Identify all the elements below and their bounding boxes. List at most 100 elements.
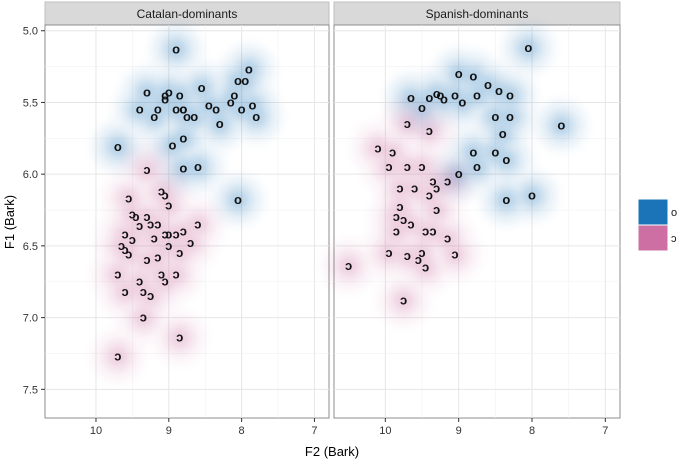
point-open-o: ɔ xyxy=(396,181,403,196)
x-tick-label: 7 xyxy=(311,425,317,437)
density-blob xyxy=(428,202,445,219)
y-tick-label: 7.0 xyxy=(23,313,38,325)
density-blob xyxy=(417,259,434,276)
density-blob xyxy=(193,80,210,97)
density-blob xyxy=(135,309,152,326)
point-open-o: ɔ xyxy=(143,252,150,267)
point-o: o xyxy=(473,159,481,174)
point-open-o: ɔ xyxy=(162,274,169,289)
point-open-o: ɔ xyxy=(426,188,433,203)
point-o: o xyxy=(212,102,220,117)
point-open-o: ɔ xyxy=(140,310,147,325)
point-open-o: ɔ xyxy=(162,188,169,203)
point-o: o xyxy=(425,90,433,105)
density-blob xyxy=(168,266,185,283)
point-open-o: ɔ xyxy=(385,245,392,260)
x-tick-label: 8 xyxy=(239,425,245,437)
density-blob xyxy=(240,61,257,78)
point-o: o xyxy=(440,92,448,107)
point-open-o: ɔ xyxy=(162,226,169,241)
density-blob xyxy=(131,101,148,118)
density-blob xyxy=(138,84,155,101)
density-blob xyxy=(182,235,199,252)
point-o: o xyxy=(143,84,151,99)
point-open-o: ɔ xyxy=(345,258,352,273)
point-open-o: ɔ xyxy=(404,248,411,263)
x-tick-label: 7 xyxy=(602,425,608,437)
point-open-o: ɔ xyxy=(422,224,429,239)
point-open-o: ɔ xyxy=(121,226,128,241)
point-open-o: ɔ xyxy=(180,224,187,239)
point-o: o xyxy=(136,102,144,117)
point-open-o: ɔ xyxy=(444,173,451,188)
density-blob xyxy=(381,158,397,175)
point-open-o: ɔ xyxy=(143,209,150,224)
density-blob xyxy=(447,246,463,263)
point-open-o: ɔ xyxy=(129,232,136,247)
density-blob xyxy=(421,123,438,140)
point-open-o: ɔ xyxy=(165,198,172,213)
point-open-o: ɔ xyxy=(114,348,121,363)
density-blob xyxy=(502,87,518,104)
point-o: o xyxy=(168,137,176,152)
point-open-o: ɔ xyxy=(429,224,436,239)
point-open-o: ɔ xyxy=(374,140,381,155)
point-open-o: ɔ xyxy=(125,191,132,206)
density-blob xyxy=(149,249,166,266)
panel-1-title: Catalan-dominants xyxy=(137,7,238,21)
point-open-o: ɔ xyxy=(172,226,179,241)
point-o: o xyxy=(205,97,213,112)
density-blob xyxy=(109,348,126,365)
point-o: o xyxy=(161,87,169,102)
point-open-o: ɔ xyxy=(396,199,403,214)
point-o: o xyxy=(179,102,187,117)
density-blob xyxy=(164,137,181,154)
density-blob xyxy=(469,87,485,104)
point-open-o: ɔ xyxy=(125,246,132,261)
point-open-o: ɔ xyxy=(143,162,150,177)
point-o: o xyxy=(241,73,249,88)
point-open-o: ɔ xyxy=(194,216,201,231)
density-blob xyxy=(388,223,405,240)
point-open-o: ɔ xyxy=(393,209,400,224)
point-o: o xyxy=(484,77,492,92)
legend-label-open-o: ɔ xyxy=(671,233,677,245)
point-o: o xyxy=(179,102,187,117)
point-o: o xyxy=(433,86,441,101)
point-o: o xyxy=(198,80,206,95)
point-open-o: ɔ xyxy=(147,216,154,231)
point-open-o: ɔ xyxy=(132,209,139,224)
point-open-o: ɔ xyxy=(121,242,128,257)
point-o: o xyxy=(216,116,224,131)
density-blob xyxy=(117,283,134,300)
point-open-o: ɔ xyxy=(158,267,165,282)
y-tick-label: 6.0 xyxy=(23,169,38,181)
density-blob xyxy=(450,65,467,82)
point-o: o xyxy=(418,100,426,115)
point-o: o xyxy=(495,83,503,98)
density-blob xyxy=(399,115,416,132)
panel-1-density-contours xyxy=(89,21,285,385)
point-open-o: ɔ xyxy=(433,181,440,196)
density-blob xyxy=(142,288,159,305)
density-blob xyxy=(229,191,246,208)
point-open-o: ɔ xyxy=(418,159,425,174)
x-tick-label: 9 xyxy=(456,425,462,437)
density-blob xyxy=(340,257,357,274)
point-o: o xyxy=(491,145,499,160)
point-open-o: ɔ xyxy=(121,284,128,299)
point-open-o: ɔ xyxy=(404,159,411,174)
point-open-o: ɔ xyxy=(418,245,425,260)
point-open-o: ɔ xyxy=(411,181,418,196)
point-o: o xyxy=(524,40,532,55)
point-open-o: ɔ xyxy=(422,259,429,274)
point-open-o: ɔ xyxy=(176,245,183,260)
density-blob xyxy=(425,223,441,240)
point-open-o: ɔ xyxy=(429,173,436,188)
point-o: o xyxy=(179,160,187,175)
density-blob xyxy=(226,87,243,104)
density-blob xyxy=(120,190,137,207)
